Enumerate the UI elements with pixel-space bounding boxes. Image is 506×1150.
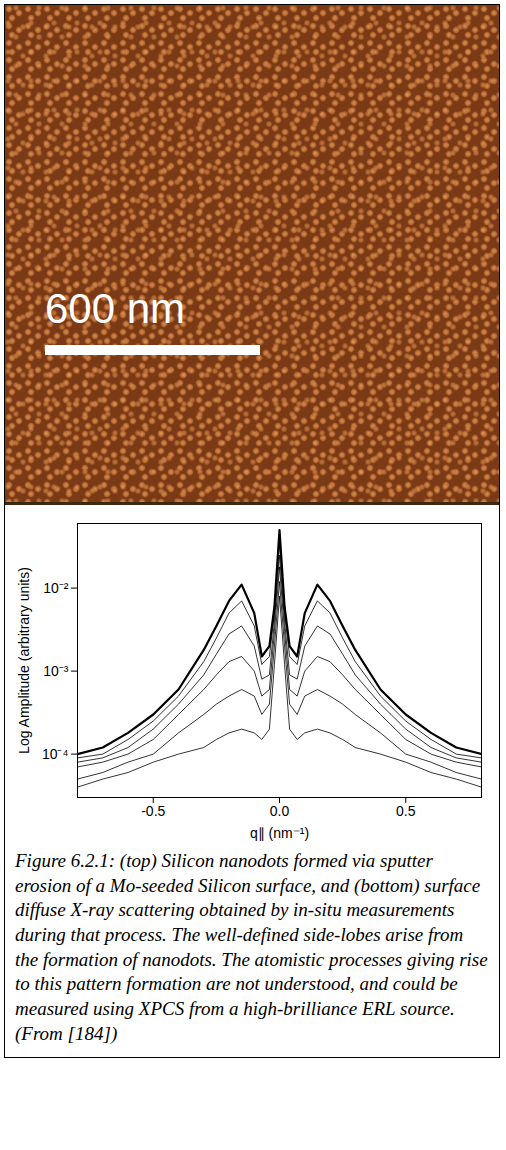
svg-text:10⁻⁴: 10⁻⁴ <box>42 746 69 762</box>
svg-text:10⁻³: 10⁻³ <box>43 663 69 679</box>
svg-text:-0.5: -0.5 <box>141 803 165 819</box>
svg-text:q∥ (nm⁻¹): q∥ (nm⁻¹) <box>250 825 309 841</box>
svg-text:10⁻²: 10⁻² <box>43 580 69 596</box>
svg-text:600 nm: 600 nm <box>45 285 185 332</box>
svg-text:0.0: 0.0 <box>270 803 290 819</box>
svg-text:0.5: 0.5 <box>396 803 416 819</box>
html-text:Figure 6.2.1: (top) Silicon na: Figure 6.2.1: (top) Silicon nanodots for… <box>15 850 488 1044</box>
svg-text:Log Amplitude (arbitrary units: Log Amplitude (arbitrary units) <box>16 567 32 754</box>
